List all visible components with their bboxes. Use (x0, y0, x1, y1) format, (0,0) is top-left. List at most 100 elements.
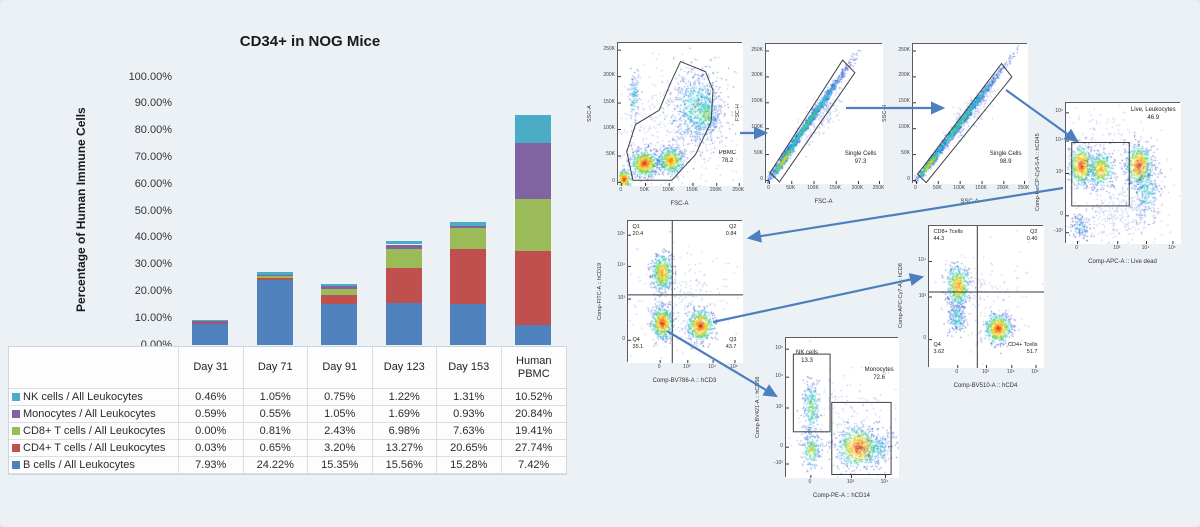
axis-tick-label: 10³ (775, 403, 783, 410)
table-value-cell: 2.43% (308, 423, 373, 440)
legend-swatch (12, 444, 20, 452)
quadrant-value: 0.40 (1026, 235, 1038, 242)
bar-segment (450, 225, 487, 229)
axis-tick-label: -10³ (774, 459, 783, 466)
axis-tick-label: 0 (612, 177, 615, 184)
quadrant-value: 20.4 (632, 230, 644, 237)
axis-tick-label: 10⁵ (1168, 245, 1176, 251)
y-axis-tick: 100.00% (128, 70, 172, 83)
density-scatter (929, 226, 1044, 368)
legend-item: Monocytes / All Leukocytes (9, 406, 179, 423)
axis-tick-label: 250K (603, 45, 615, 52)
y-axis-tick: 50.00% (134, 204, 172, 217)
axis-tick-label: 150K (686, 187, 698, 193)
axis-tick-label: 250K (1017, 185, 1030, 191)
axis-tick-label: 0 (955, 369, 959, 375)
x-axis-label: SSC-A (960, 199, 979, 205)
bar-segment (321, 303, 358, 345)
quadrant-name: Q2 (729, 223, 737, 230)
quadrant-value: 35.1 (632, 344, 644, 351)
gate-label: NK cells 13.3 (796, 350, 818, 366)
flow-plot-live-leukocytes: Live, Leukocytes 46.9 (1065, 102, 1181, 244)
bar-segment (385, 303, 422, 345)
y-axis-label: Comp-FITC-A :: hCD19 (597, 262, 603, 320)
bar-segment (192, 322, 229, 324)
bar-segment (514, 250, 551, 326)
gate-name: Monocytes (864, 366, 894, 373)
table-value-cell: 0.46% (179, 389, 244, 406)
legend-swatch (12, 461, 20, 469)
table-value-cell: 0.81% (243, 423, 308, 440)
gate-outline (913, 50, 1026, 184)
bar-segment (192, 319, 229, 322)
axis-tick-label: 200K (751, 72, 763, 79)
y-axis-label: SSC-H (882, 104, 888, 122)
bar-segment (514, 114, 551, 143)
bar-segment (256, 278, 293, 281)
axis-tick-label: 100K (603, 125, 615, 131)
x-axis-label: Comp-BV510-A :: hCD4 (953, 383, 1018, 389)
axis-tick-label: 50K (606, 151, 615, 158)
y-axis-label: SSC-A (587, 105, 593, 122)
quadrant-label: Q2 0.84 (726, 224, 737, 238)
quadrant-value: 43.7 (725, 344, 737, 351)
table-value-cell: 10.52% (501, 389, 566, 406)
axis-tick-label: 10⁴ (880, 479, 889, 485)
axis-tick-label: 10⁵ (730, 364, 738, 370)
axis-tick-label: 0 (760, 176, 763, 182)
y-axis-tick: 80.00% (134, 124, 172, 137)
quadrant-label: Q4 35.1 (633, 337, 644, 351)
gate-name: Live, Leukocytes (1130, 107, 1176, 114)
axis-tick-label: 0 (657, 364, 661, 370)
quadrant-label: CD4+ Tcells 51.7 (1008, 342, 1037, 356)
axis-tick-label: 200K (603, 72, 615, 79)
table-value-cell: 7.42% (501, 457, 566, 474)
gate-value: 98.9 (999, 159, 1012, 166)
axis-tick-label: -10³ (1054, 228, 1063, 235)
table-value-cell: 1.31% (437, 389, 502, 406)
axis-tick-label: 150K (829, 185, 842, 191)
legend-item: CD8+ T cells / All Leukocytes (9, 423, 179, 440)
axis-tick-label: 10⁵ (1055, 108, 1063, 115)
gate-outline (786, 348, 892, 478)
flow-plot-cd4-cd8: CD8+ Tcells 44.3 Q2 0.40 Q4 3.62 CD4+ Tcells 51… (928, 225, 1044, 368)
table-header-cell: Day 91 (308, 347, 373, 389)
legend-label: CD4+ T cells / All Leukocytes (23, 441, 166, 454)
axis-tick-label: 200K (709, 187, 722, 193)
table-value-cell: 3.20% (308, 440, 373, 457)
quadrant-name: Q3 (729, 337, 737, 344)
gating-arrow (712, 273, 925, 324)
table-header-cell: Human PBMC (501, 347, 566, 389)
axis-tick-label: 0 (767, 185, 770, 191)
legend-swatch (12, 393, 20, 401)
gate-outline (929, 226, 1044, 368)
axis-tick-label: 250K (732, 187, 745, 193)
axis-tick-label: 100K (807, 185, 819, 191)
quadrant-label: CD8+ Tcells 44.3 (934, 229, 963, 243)
table-corner-cell (9, 347, 179, 389)
legend-label: B cells / All Leukocytes (23, 458, 135, 471)
axis-tick-label: 0 (622, 335, 625, 342)
quadrant-name: CD4+ Tcells (1008, 342, 1038, 349)
quadrant-value: 0.84 (725, 230, 737, 237)
quadrant-value: 3.62 (933, 349, 945, 356)
quadrant-label: Q4 3.62 (934, 342, 945, 356)
bar-segment (385, 241, 422, 245)
axis-tick-label: 0 (619, 187, 623, 193)
axis-tick-label: 150K (751, 98, 763, 105)
y-axis-label: Comp-BV421-A :: hCD56 (755, 376, 761, 438)
gate-value: 46.9 (1147, 114, 1160, 121)
gate-value: 97.3 (854, 159, 867, 166)
axis-tick-label: 200K (898, 72, 910, 79)
table-value-cell: 13.27% (372, 440, 437, 457)
flow-plot-cd14-cd56: NK cells 13.3 Monocytes 72.6 (785, 337, 899, 478)
axis-tick-label: 10³ (617, 294, 625, 301)
table-value-cell: 20.84% (501, 406, 566, 423)
table-value-cell: 6.98% (372, 423, 437, 440)
axis-tick-label: 100K (751, 124, 763, 131)
y-axis-tick: 70.00% (134, 150, 172, 163)
axis-tick-label: 10⁴ (1055, 136, 1063, 143)
quadrant-label: Q3 43.7 (726, 337, 737, 351)
flow-plot-fsc-ssc: PBMC 78.2 (617, 42, 743, 186)
axis-tick-label: 150K (975, 185, 987, 191)
